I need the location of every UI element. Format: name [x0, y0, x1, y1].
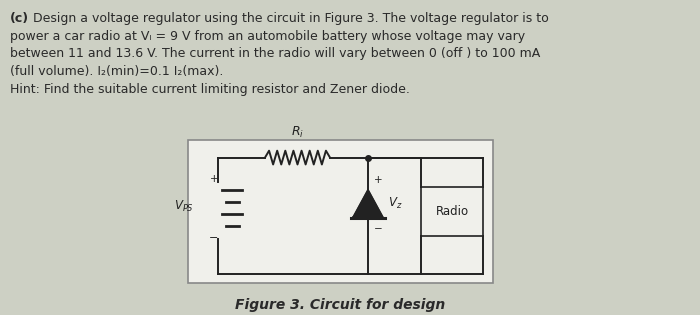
Bar — [188, 140, 493, 283]
Text: Design a voltage regulator using the circuit in Figure 3. The voltage regulator : Design a voltage regulator using the cir… — [29, 12, 549, 25]
Text: power a car radio at Vₗ = 9 V from an automobile battery whose voltage may vary: power a car radio at Vₗ = 9 V from an au… — [10, 30, 525, 43]
Text: Hint: Find the suitable current limiting resistor and Zener diode.: Hint: Find the suitable current limiting… — [10, 83, 410, 96]
Text: $V_z$: $V_z$ — [388, 196, 402, 211]
Text: (full volume). I₂(min)=0.1 I₂(max).: (full volume). I₂(min)=0.1 I₂(max). — [10, 65, 223, 78]
Text: $V_{PS}$: $V_{PS}$ — [174, 199, 194, 215]
Text: $R_i$: $R_i$ — [291, 125, 304, 140]
Bar — [421, 187, 483, 236]
Text: +: + — [374, 175, 383, 185]
Polygon shape — [353, 190, 383, 218]
Text: between 11 and 13.6 V. The current in the radio will vary between 0 (off ) to 10: between 11 and 13.6 V. The current in th… — [10, 47, 540, 60]
Text: −: − — [374, 224, 383, 233]
Text: −: − — [209, 233, 218, 243]
Text: +: + — [210, 174, 218, 184]
Text: (c): (c) — [10, 12, 29, 25]
Text: Figure 3. Circuit for design: Figure 3. Circuit for design — [235, 298, 446, 312]
Text: Radio: Radio — [435, 205, 468, 218]
